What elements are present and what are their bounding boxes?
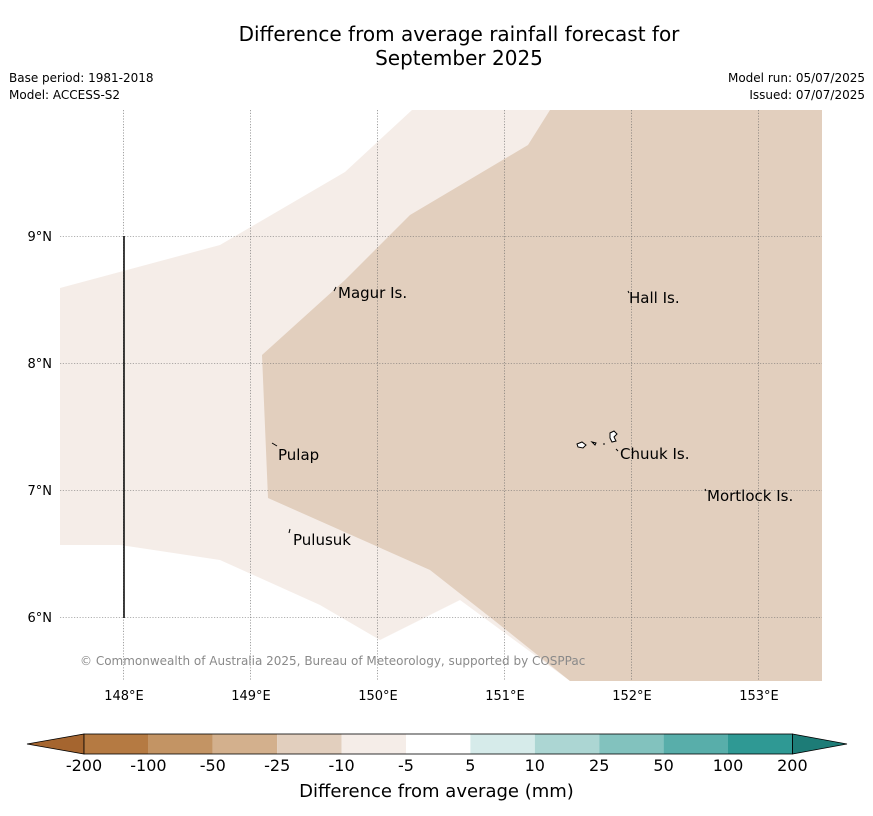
place-label: Magur Is. (338, 284, 407, 302)
model-run: Model run: 05/07/2025 (727, 71, 865, 85)
lat-tick-label: 9°N (28, 230, 53, 245)
meta-left: Base period: 1981-2018 Model: ACCESS-S2 (9, 70, 154, 104)
colorbar-segment (470, 734, 535, 754)
colorbar-segment (663, 734, 728, 754)
lat-tick-label: 8°N (28, 357, 53, 372)
chart-title: Difference from average rainfall forecas… (0, 22, 873, 70)
place-label: Chuuk Is. (620, 445, 689, 463)
lon-tick-label: 150°E (358, 689, 398, 704)
colorbar (26, 733, 848, 755)
colorbar-segment (277, 734, 342, 754)
colorbar-tick-label: 100 (712, 756, 744, 775)
longitude-labels: 148°E 149°E 150°E 151°E 152°E 153°E (104, 689, 779, 704)
colorbar-segment (84, 734, 149, 754)
colorbar-tick-label: -5 (398, 756, 414, 775)
colorbar-segment (534, 734, 600, 754)
title-line-1: Difference from average rainfall forecas… (238, 22, 680, 46)
place-labels: Magur Is. Hall Is. Pulap Chuuk Is. Mortlock … (278, 284, 793, 549)
base-period: Base period: 1981-2018 (9, 71, 154, 85)
colorbar-segment (599, 734, 664, 754)
gridlines (60, 110, 822, 681)
place-label: Pulusuk (293, 531, 351, 549)
colorbar-segment (148, 734, 213, 754)
colorbar-tick-label: -10 (328, 756, 355, 775)
colorbar-segment (406, 734, 471, 754)
colorbar-tick-label: 5 (465, 756, 476, 775)
colorbar-tick-label: 50 (653, 756, 674, 775)
islands (271, 286, 707, 534)
colorbar-tick-label: -200 (65, 756, 103, 775)
colorbar-tick-label: -100 (130, 756, 167, 775)
colorbar-title: Difference from average (mm) (299, 781, 574, 802)
lon-tick-label: 148°E (104, 689, 144, 704)
lon-tick-label: 152°E (612, 689, 652, 704)
title-line-2: September 2025 (375, 46, 543, 70)
copyright-notice: © Commonwealth of Australia 2025, Bureau… (80, 654, 586, 668)
lat-tick-label: 7°N (28, 484, 53, 499)
colorbar-tick-label: 25 (589, 756, 610, 775)
meta-right: Model run: 05/07/2025 Issued: 07/07/2025 (728, 70, 865, 104)
lon-tick-label: 149°E (231, 689, 271, 704)
place-label: Mortlock Is. (707, 487, 793, 505)
colorbar-extend-low (26, 733, 85, 755)
colorbar-outline (83, 733, 793, 755)
place-label: Hall Is. (629, 289, 680, 307)
colorbar-extend-high (792, 733, 848, 755)
latitude-labels: 9°N 8°N 7°N 6°N (28, 230, 53, 626)
model-name: Model: ACCESS-S2 (9, 88, 121, 102)
colorbar-tick-label: -25 (264, 756, 291, 775)
issued-date: Issued: 07/07/2025 (749, 88, 865, 102)
lat-tick-label: 6°N (28, 611, 53, 626)
colorbar-tick-label: 200 (777, 756, 808, 775)
lon-tick-label: 153°E (739, 689, 779, 704)
colorbar-segment (728, 734, 793, 754)
lon-tick-label: 151°E (485, 689, 525, 704)
place-label: Pulap (278, 446, 319, 464)
colorbar-tick-label: -50 (199, 756, 226, 775)
colorbar-tick-label: 10 (524, 756, 545, 775)
band-minus25-minus10 (262, 110, 822, 681)
colorbar-segment (212, 734, 278, 754)
colorbar-segment (341, 734, 406, 754)
